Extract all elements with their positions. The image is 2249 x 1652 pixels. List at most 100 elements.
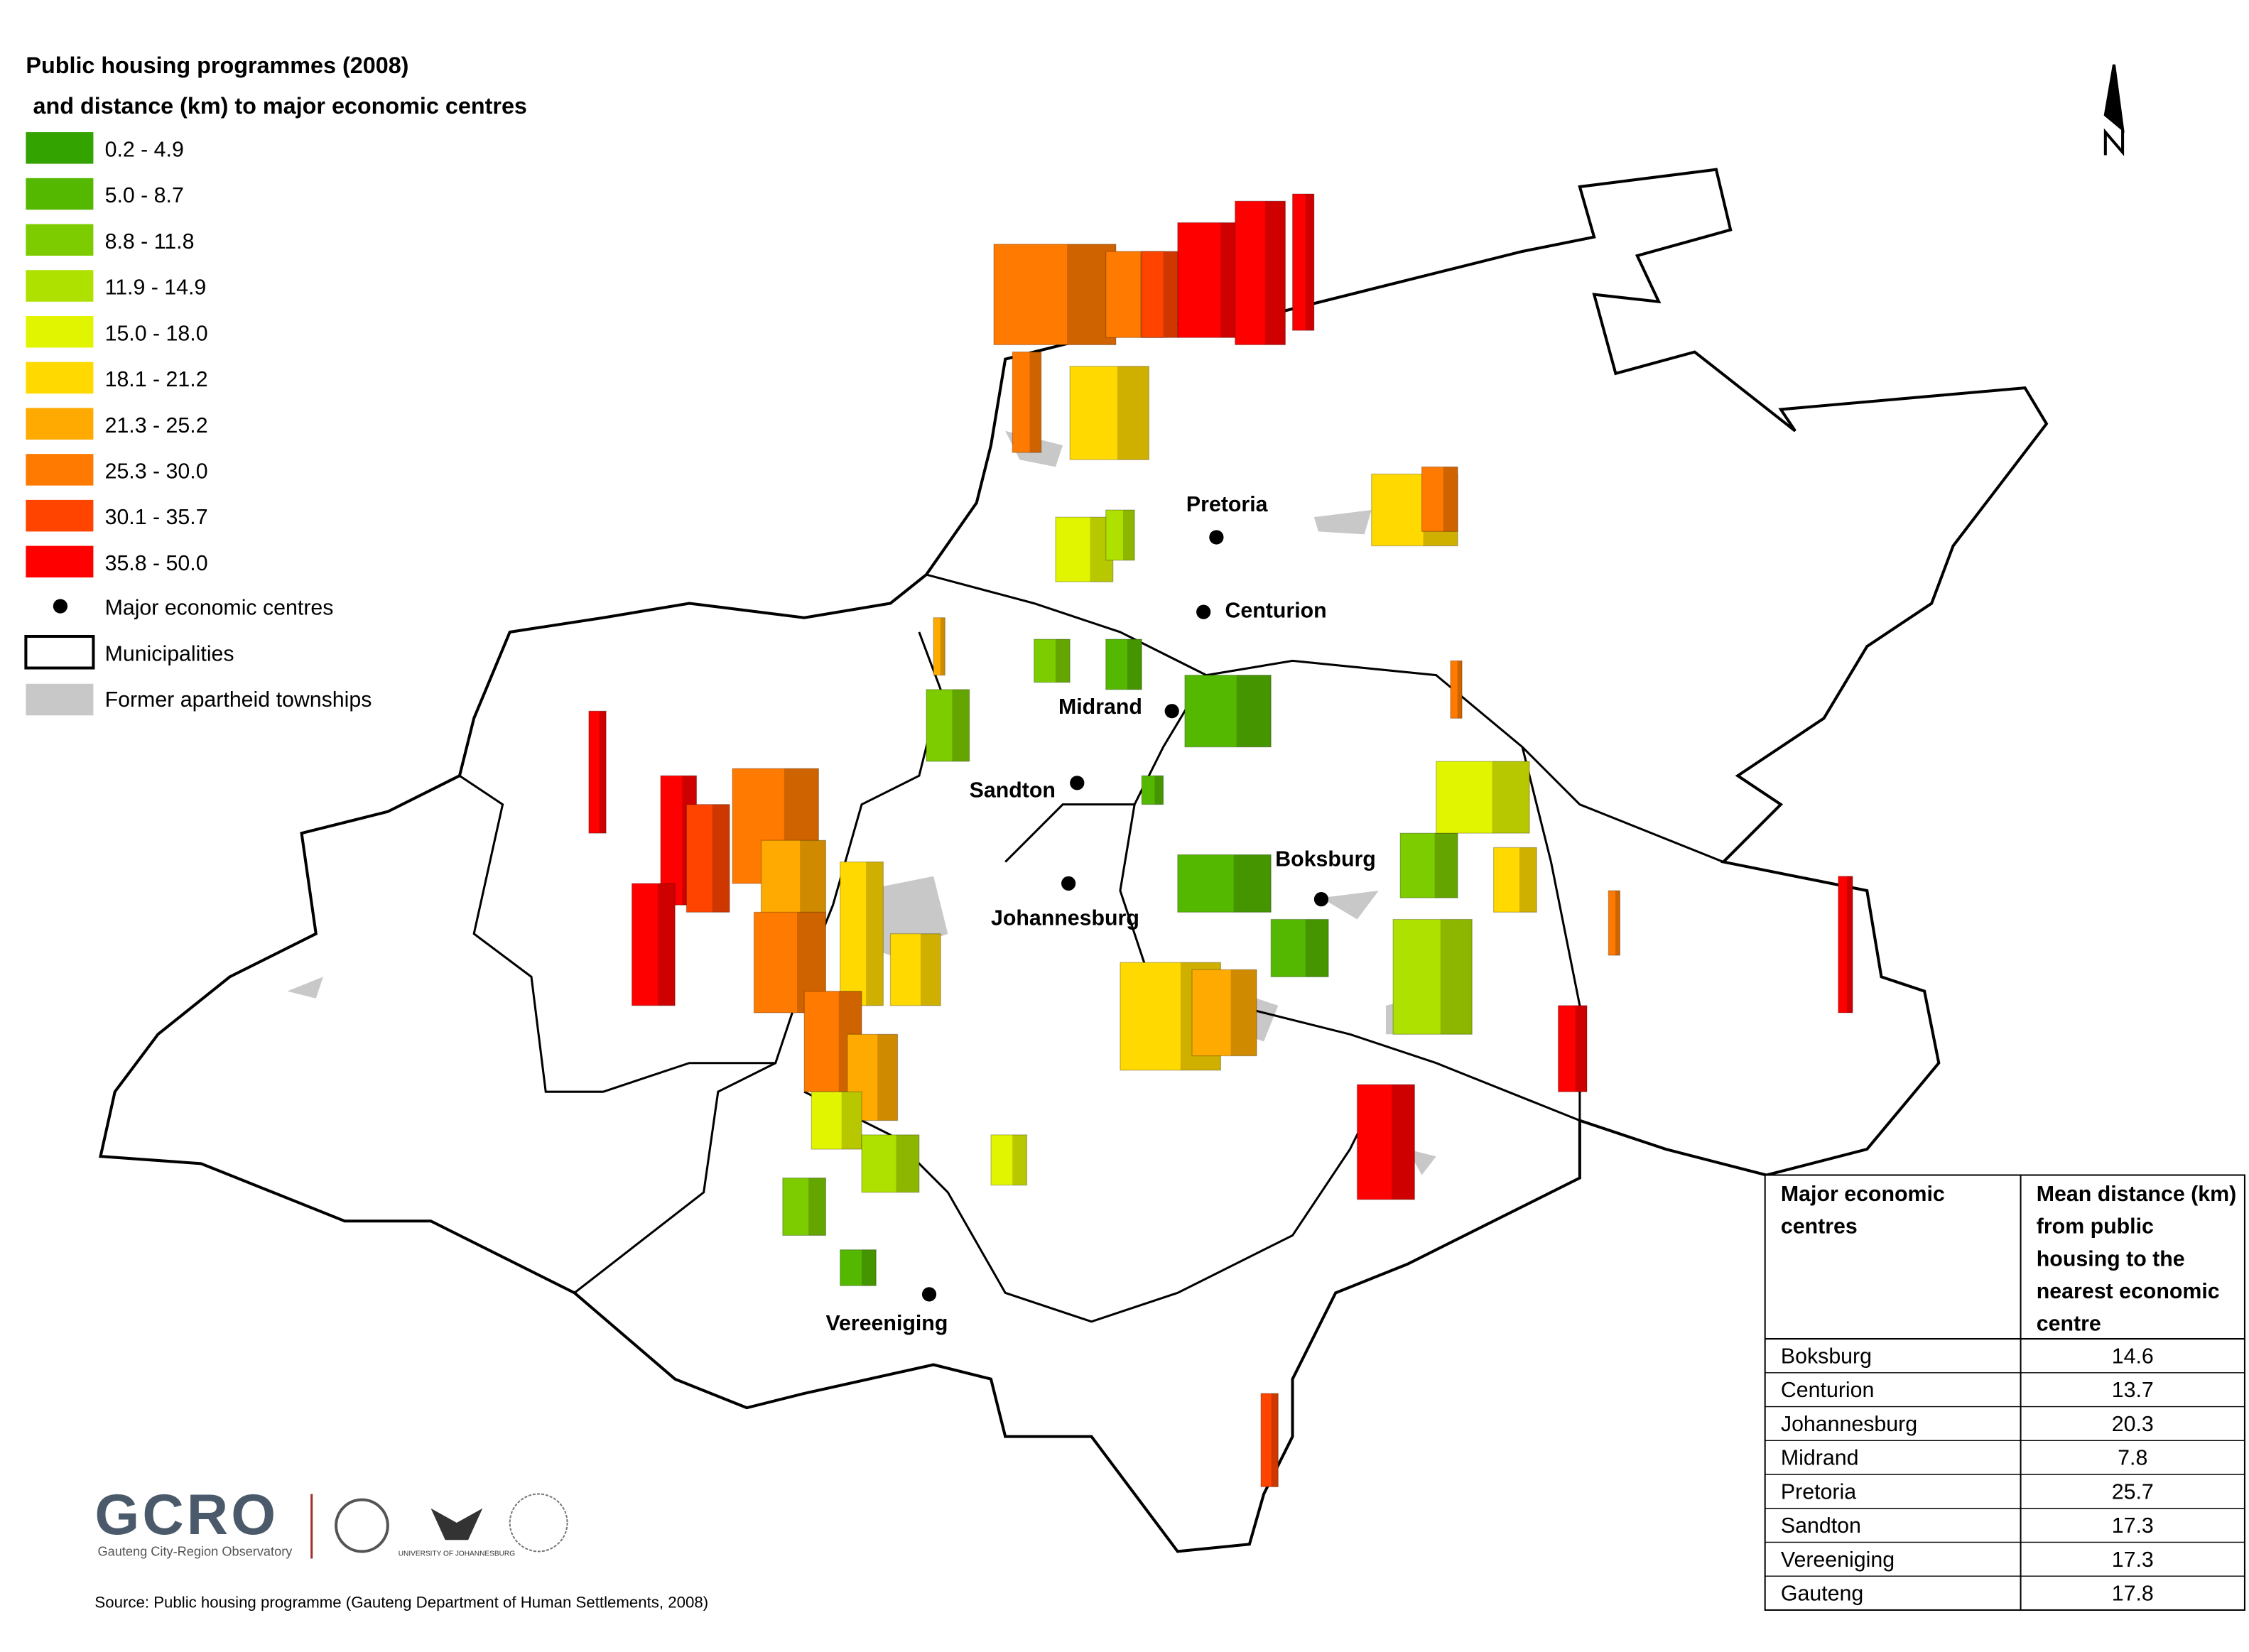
legend-label: 15.0 - 18.0	[105, 322, 208, 345]
housing-bar	[1184, 675, 1272, 748]
housing-bar	[1105, 509, 1135, 561]
gauteng-outline	[99, 168, 2049, 1553]
table-cell: Boksburg	[1781, 1344, 1872, 1368]
housing-bar-shade	[1305, 919, 1329, 977]
housing-bar	[1421, 466, 1458, 532]
housing-bar	[1069, 366, 1149, 460]
housing-bar-shade	[952, 689, 970, 761]
centre-label: Johannesburg	[991, 907, 1139, 930]
housing-bar-shade	[1457, 661, 1463, 719]
housing-bar	[840, 1249, 877, 1286]
housing-bar	[990, 1134, 1028, 1186]
centre-dot	[1196, 604, 1211, 619]
centre-dot	[1070, 776, 1085, 790]
legend-label: Major economic centres	[105, 597, 334, 620]
housing-bar	[1399, 832, 1458, 898]
economic-centres: Pretoria Centurion Midrand Sandton Johannesb…	[825, 493, 1375, 1335]
legend-swatch	[26, 178, 94, 210]
legend-label: 21.3 - 25.2	[105, 414, 208, 438]
housing-bar-shade	[862, 1249, 877, 1286]
table-cell: 17.3	[2112, 1514, 2154, 1538]
housing-bar	[1141, 775, 1164, 805]
housing-bar	[1838, 876, 1853, 1014]
housing-bar-shade	[1163, 251, 1178, 338]
centre-label: Midrand	[1058, 695, 1142, 719]
table-cell: Vereeniging	[1781, 1548, 1895, 1572]
housing-bar-shade	[1029, 352, 1041, 453]
header-line: Major economic	[1781, 1183, 1945, 1206]
centre-dot	[1313, 892, 1329, 907]
housing-bar	[889, 933, 941, 1006]
housing-bar-shade	[1127, 639, 1142, 690]
housing-bar	[840, 861, 884, 1006]
table-cell: 13.7	[2112, 1379, 2154, 1402]
housing-bar	[1191, 969, 1257, 1057]
housing-bar-shade	[841, 1092, 862, 1150]
housing-bar-shade	[1443, 467, 1458, 532]
table-header: Major economic centres	[1781, 1183, 1945, 1239]
distance-table: Major economic centres Mean distance (km) f…	[1764, 1174, 2245, 1611]
header-line: nearest economic	[2037, 1280, 2220, 1303]
table-cell: Midrand	[1781, 1447, 1859, 1470]
housing-bar-shade	[712, 804, 730, 913]
housing-bar-shade	[1154, 776, 1164, 805]
housing-bar	[1356, 1084, 1415, 1200]
legend-swatch	[26, 270, 94, 302]
table-header: Mean distance (km) from public housing to …	[2037, 1183, 2236, 1336]
housing-bar-shade	[1233, 854, 1272, 913]
source: Source: Public housing programme (Gauten…	[94, 1593, 708, 1611]
legend-label: 35.8 - 50.0	[105, 552, 208, 575]
housing-bar-shade	[1305, 194, 1314, 331]
housing-bar-shade	[1055, 639, 1071, 683]
housing-bar	[1141, 251, 1178, 338]
table-cell: 17.8	[2112, 1582, 2154, 1606]
housing-bar-shade	[896, 1134, 919, 1192]
title-line: Public housing programmes (2008)	[26, 53, 408, 78]
table-cell: 20.3	[2112, 1413, 2154, 1436]
housing-bar	[1235, 200, 1286, 346]
housing-bar	[993, 244, 1117, 346]
housing-bar-shade	[1440, 919, 1473, 1035]
housing-bar-shade	[940, 617, 945, 675]
table-cell: Sandton	[1781, 1514, 1861, 1538]
header-line: housing to the	[2037, 1247, 2185, 1271]
north-arrow	[2103, 64, 2125, 156]
logo-subtitle: Gauteng City-Region Observatory	[97, 1544, 293, 1558]
housing-bar-shade	[1492, 761, 1530, 834]
housing-bar	[1012, 351, 1042, 453]
housing-bar-shade	[1236, 675, 1272, 747]
header-line: centres	[1781, 1215, 1858, 1239]
legend-label: 25.3 - 30.0	[105, 460, 208, 484]
township-symbol	[26, 683, 94, 716]
housing-bar	[782, 1177, 827, 1237]
municipality-symbol	[24, 634, 95, 670]
housing-bar-shade	[1575, 1005, 1587, 1092]
legend-swatch	[26, 408, 94, 440]
header-line: Mean distance (km)	[2037, 1183, 2236, 1206]
housing-bar	[1436, 761, 1530, 834]
housing-bar-shade	[1117, 366, 1149, 460]
centre-label: Centurion	[1225, 599, 1327, 623]
legend-label: 18.1 - 21.2	[105, 368, 208, 391]
legend-label: 5.0 - 8.7	[105, 184, 184, 207]
housing-bar-shade	[1615, 891, 1620, 956]
housing-bar	[1291, 193, 1315, 331]
housing-bar	[1055, 516, 1114, 582]
housing-bar-shade	[1271, 1393, 1279, 1487]
housing-bar-shade	[599, 711, 607, 834]
legend-label: Municipalities	[105, 642, 234, 665]
housing-bar-shade	[1392, 1085, 1415, 1200]
housing-bar	[685, 804, 730, 913]
housing-bar	[1492, 847, 1537, 913]
centre-symbol	[53, 599, 68, 614]
housing-bar-shade	[1230, 969, 1257, 1056]
housing-bar	[861, 1134, 920, 1193]
centre-label: Pretoria	[1186, 493, 1269, 516]
centre-label: Vereeniging	[825, 1312, 948, 1335]
housing-bar-shade	[1265, 201, 1286, 345]
housing-bar-shade	[1434, 833, 1458, 898]
housing-bars	[588, 193, 1853, 1488]
logo-text: GCRO	[94, 1483, 278, 1547]
housing-bar	[588, 710, 607, 834]
